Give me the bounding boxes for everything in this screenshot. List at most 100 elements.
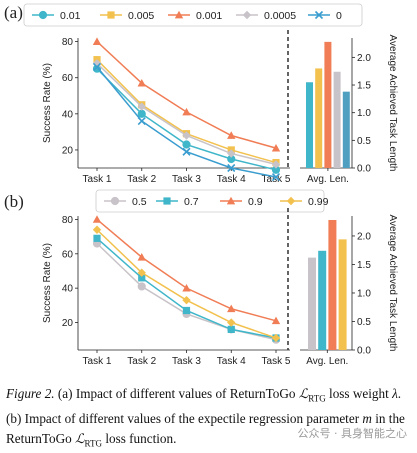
caption-lead: Figure 2.: [6, 386, 55, 401]
legend-label: 0.5: [132, 196, 147, 208]
data-point: [137, 109, 146, 118]
legend-label: 0.0005: [264, 10, 296, 22]
series-0.01: [92, 64, 281, 174]
data-point: [271, 172, 281, 182]
data-point: [227, 325, 235, 333]
data-point: [137, 253, 146, 261]
legend-marker: [314, 10, 324, 20]
x-tick-label: Task 2: [127, 356, 156, 367]
bar-y-axis-label: Average Achieved Task Length: [387, 215, 398, 352]
legend: 0.01 0.005 0.001 0.0005 0: [23, 3, 363, 27]
data-point: [137, 282, 146, 291]
data-point: [137, 268, 146, 277]
data-point: [182, 295, 191, 305]
data-point: [271, 316, 281, 325]
data-point: [92, 225, 102, 234]
caption-text-end: loss function.: [105, 430, 177, 446]
bar: [318, 250, 327, 350]
data-point: [182, 107, 191, 116]
bar: [333, 71, 341, 168]
legend-label: 0.9: [248, 196, 263, 208]
caption-loss-symbol: ℒ: [298, 386, 309, 401]
panel-label: (a): [4, 3, 23, 22]
legend-marker: [38, 10, 48, 20]
x-tick-label: Task 3: [172, 356, 201, 367]
legend-marker: [107, 11, 115, 19]
legend-label: 0.005: [128, 10, 154, 22]
data-point: [182, 140, 191, 149]
data-point: [137, 116, 146, 126]
data-point: [92, 37, 102, 45]
caption-text-a2: loss weight: [329, 386, 389, 401]
bar-y-tick-label: 1.0: [357, 288, 371, 299]
bar-y-tick-label: 0.5: [357, 136, 371, 147]
bar: [315, 68, 323, 168]
x-tick-label: Task 5: [262, 356, 291, 367]
bar: [342, 91, 350, 168]
legend-label: 0.01: [60, 10, 81, 22]
legend-box: [95, 189, 325, 213]
data-point: [92, 62, 102, 71]
bar-x-label: Avg. Len.: [307, 174, 349, 185]
legend-marker: [163, 197, 171, 205]
bar-y-tick-label: 2.0: [357, 231, 371, 242]
panel-label: (b): [4, 192, 24, 211]
legend-marker: [110, 196, 120, 206]
caption-text-b: . (b) Impact of different values of the …: [6, 386, 402, 426]
caption-loss-symbol-2: ℒ: [75, 430, 85, 446]
bar-y-tick-label: 1.5: [357, 260, 371, 271]
data-point: [227, 131, 236, 139]
caption-text-a: (a) Impact of different values of Return…: [57, 386, 296, 401]
figure-caption: Figure 2. (a) Impact of different values…: [6, 384, 412, 453]
y-tick-label: 60: [62, 249, 74, 260]
series-line: [96, 229, 277, 339]
legend-box: [23, 3, 363, 27]
caption-loss-subscript-2: RTG: [84, 438, 103, 449]
x-tick-label: Task 1: [83, 356, 112, 367]
y-tick-label: 40: [62, 109, 74, 120]
legend-marker: [226, 196, 236, 205]
data-point: [182, 306, 191, 315]
x-tick-label: Task 4: [217, 356, 246, 367]
data-point: [271, 333, 281, 343]
series-0.5: [92, 239, 281, 344]
legend-label: 0: [336, 10, 342, 22]
y-tick-label: 60: [62, 73, 74, 84]
caption-lambda: λ: [392, 386, 398, 401]
y-tick-label: 40: [62, 284, 74, 295]
series-0.9: [92, 215, 281, 325]
bar-y-tick-label: 0.0: [357, 346, 371, 357]
data-point: [271, 143, 281, 152]
data-point: [182, 283, 191, 292]
y-tick-label: 80: [62, 37, 74, 48]
data-point: [227, 318, 236, 327]
bar-y-tick-label: 2.0: [357, 53, 371, 64]
data-point: [182, 147, 191, 156]
legend-label: 0.001: [196, 10, 222, 22]
caption-loss-subscript: RTG: [308, 393, 326, 404]
x-tick-label: Task 1: [83, 174, 112, 185]
data-point: [137, 78, 146, 87]
bar: [328, 219, 337, 350]
data-point: [227, 304, 236, 313]
caption-m: m: [362, 410, 372, 426]
x-tick-label: Task 2: [127, 174, 156, 185]
legend-label: 0.99: [308, 196, 329, 208]
legend-label: 0.7: [184, 196, 199, 208]
x-tick-label: Task 5: [262, 174, 291, 185]
data-point: [227, 163, 236, 173]
series-0.99: [92, 225, 281, 343]
series-0.001: [92, 37, 281, 152]
y-axis-label: Success Rate (%): [42, 63, 53, 143]
x-tick-label: Task 3: [172, 174, 201, 185]
legend-marker: [174, 10, 184, 19]
x-tick-label: Task 4: [217, 174, 246, 185]
series-line: [96, 242, 277, 341]
caption-text-b2: in the ReturnToGo: [6, 410, 405, 446]
bar-y-tick-label: 1.0: [357, 108, 371, 119]
bar-y-axis-label: Average Achieved Task Length: [387, 35, 398, 172]
y-tick-label: 20: [62, 318, 74, 329]
legend: 0.5 0.7 0.9 0.99: [95, 189, 329, 213]
bar-y-tick-label: 0.5: [357, 317, 371, 328]
data-point: [227, 149, 236, 158]
